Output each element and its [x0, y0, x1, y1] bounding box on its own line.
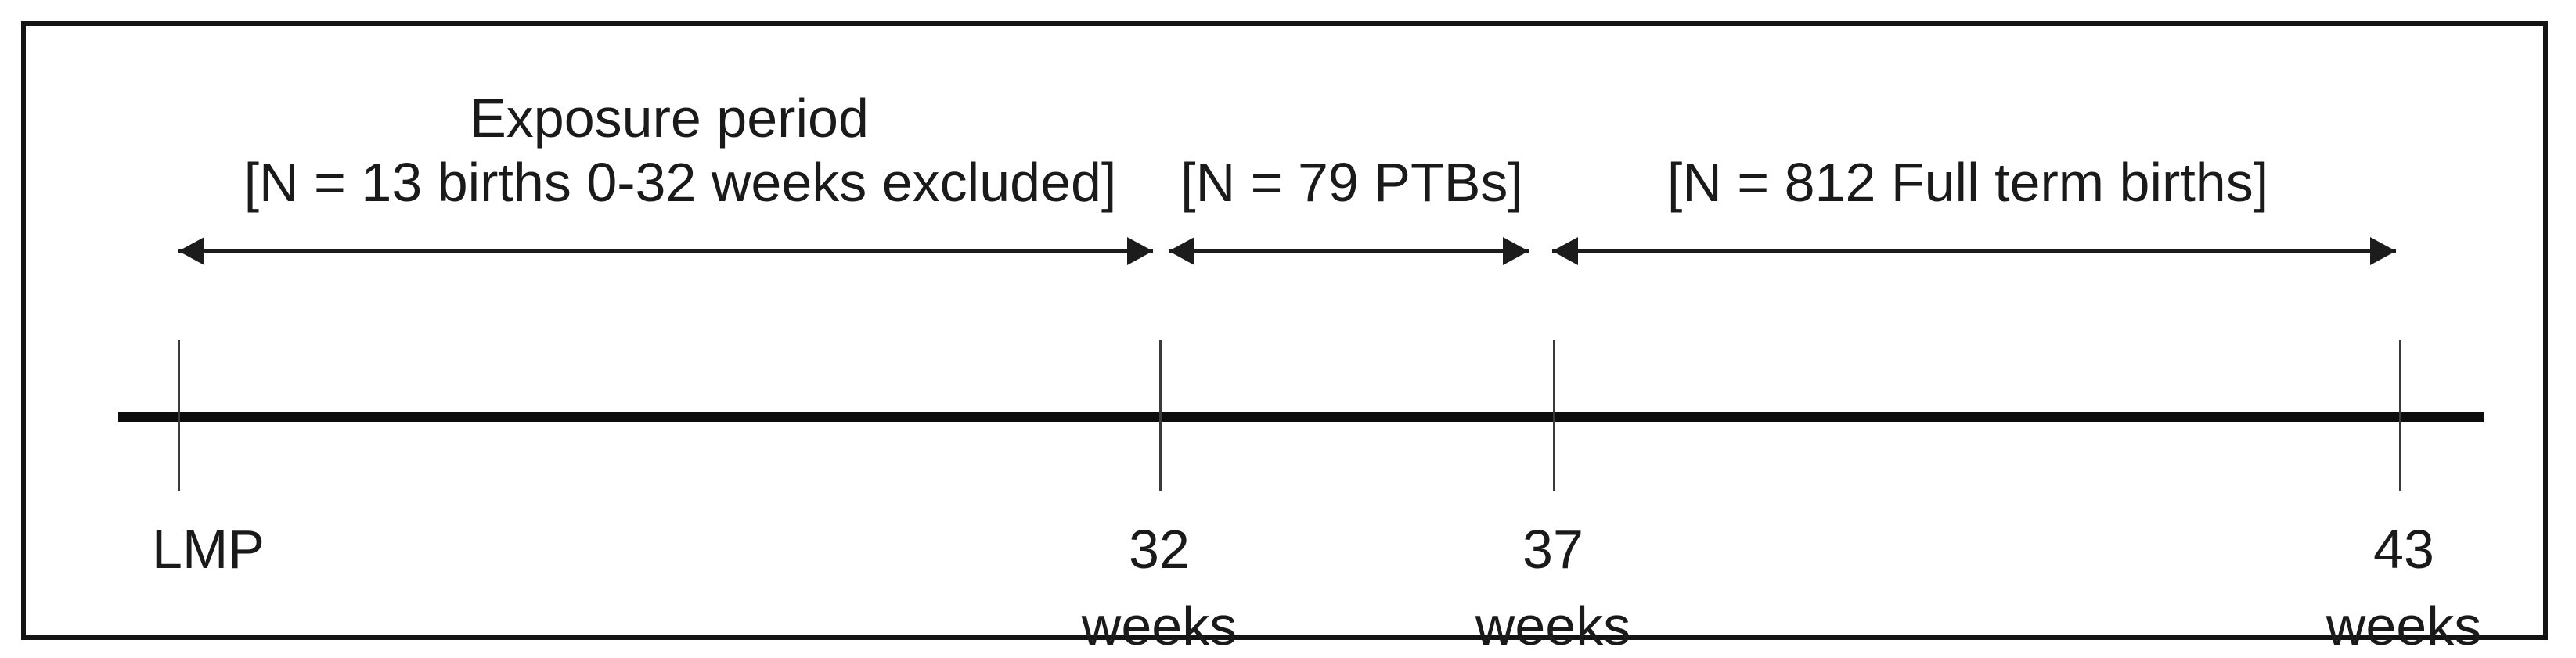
tick-label-32-line1: 32	[1129, 519, 1190, 580]
segment-label-full-term-births: [N = 812 Full term births]	[1666, 152, 2269, 213]
segment-label-excluded-births: [N = 13 births 0-32 weeks excluded]	[243, 152, 1117, 213]
tick-label-37-line2: weeks	[1475, 595, 1631, 656]
exposure-period-title: Exposure period	[470, 88, 869, 149]
double-arrow-full-term-period-icon	[1552, 249, 2396, 253]
tick-label-43-weeks: 43 weeks	[2326, 511, 2481, 658]
figure-frame: Exposure period [N = 13 births 0-32 week…	[21, 21, 2548, 656]
tick-lmp	[178, 340, 180, 491]
tick-label-32-line2: weeks	[1081, 595, 1238, 656]
tick-label-37-weeks: 37 weeks	[1475, 511, 1630, 658]
tick-label-43-line2: weeks	[2326, 595, 2482, 656]
tick-43-weeks	[2399, 340, 2401, 491]
tick-37-weeks	[1553, 340, 1555, 491]
double-arrow-ptb-period-icon	[1169, 249, 1529, 253]
tick-label-lmp-line1: LMP	[152, 519, 265, 580]
tick-label-32-weeks: 32 weeks	[1082, 511, 1237, 658]
tick-32-weeks	[1159, 340, 1162, 491]
tick-label-37-line1: 37	[1522, 519, 1583, 580]
double-arrow-exposure-period-icon	[178, 249, 1153, 253]
gestation-timeline-axis	[118, 412, 2484, 422]
segment-label-ptbs: [N = 79 PTBs]	[1180, 152, 1523, 213]
tick-label-lmp: LMP	[152, 511, 265, 588]
tick-label-43-line1: 43	[2373, 519, 2434, 580]
